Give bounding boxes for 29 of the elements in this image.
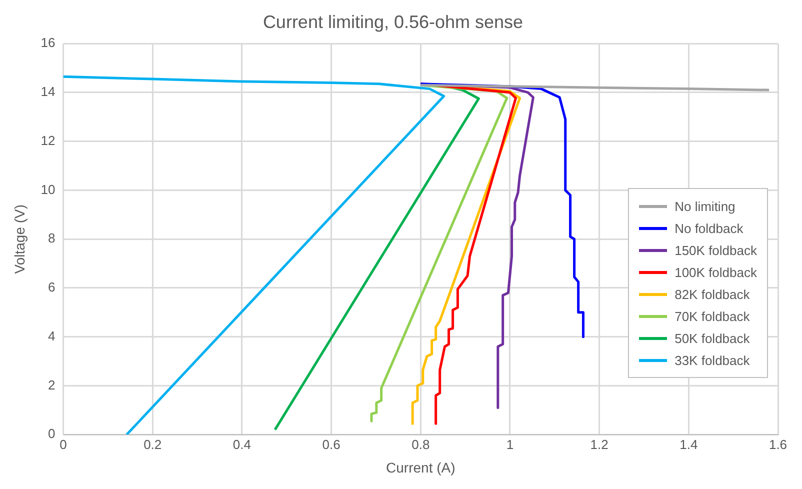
legend-label: 70K foldback xyxy=(674,308,750,324)
legend-label: No foldback xyxy=(674,220,744,236)
chart-title: Current limiting, 0.56-ohm sense xyxy=(262,12,524,32)
y-tick-label: 0 xyxy=(48,426,56,442)
y-tick-label: 6 xyxy=(48,280,56,295)
x-tick-label: 0.6 xyxy=(322,436,340,452)
y-tick-label: 10 xyxy=(40,182,56,197)
x-tick-label: 0.2 xyxy=(144,436,162,452)
x-tick-label: 0.8 xyxy=(412,436,430,452)
x-tick-label: 1 xyxy=(506,436,514,452)
x-tick-label: 0 xyxy=(60,436,67,452)
y-axis-title: Voltage (V) xyxy=(11,204,28,274)
y-tick-label: 4 xyxy=(48,328,56,344)
x-tick-label: 1.2 xyxy=(590,436,608,452)
legend-label: No limiting xyxy=(674,198,736,214)
legend-label: 100K foldback xyxy=(674,264,757,280)
x-tick-label: 0.4 xyxy=(232,436,251,452)
x-axis-title: Current (A) xyxy=(386,459,456,476)
legend-label: 150K foldback xyxy=(674,242,757,258)
x-tick-label: 1.4 xyxy=(680,436,698,452)
y-tick-label: 8 xyxy=(48,230,56,246)
y-tick-label: 12 xyxy=(40,132,56,148)
y-tick-label: 16 xyxy=(40,35,56,50)
y-tick-label: 14 xyxy=(40,84,56,100)
x-tick-label: 1.6 xyxy=(768,436,788,452)
y-tick-label: 2 xyxy=(48,377,56,392)
legend-label: 50K foldback xyxy=(674,330,750,346)
legend-label: 33K foldback xyxy=(674,352,750,368)
legend-label: 82K foldback xyxy=(674,286,750,302)
